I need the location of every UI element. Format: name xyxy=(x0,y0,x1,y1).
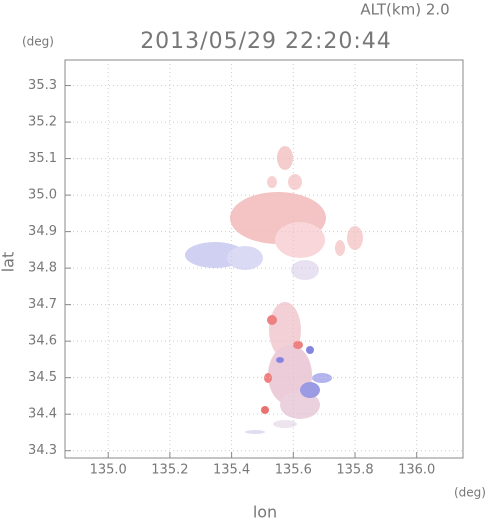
y-tick-label: 34.4 xyxy=(28,407,57,422)
x-axis-label: lon xyxy=(253,503,277,521)
y-tick-label: 35.3 xyxy=(28,78,57,93)
x-tick-label: 135.6 xyxy=(275,463,312,478)
y-tick-label: 34.6 xyxy=(28,334,57,349)
y-tick-label: 35.0 xyxy=(28,188,57,203)
x-tick-label: 136.0 xyxy=(398,463,435,478)
y-unit: (deg) xyxy=(22,35,54,49)
y-tick-label: 34.8 xyxy=(28,261,57,276)
y-axis-label: lat xyxy=(0,252,18,273)
x-tick-label: 135.2 xyxy=(151,463,188,478)
y-tick-label: 35.2 xyxy=(28,115,57,130)
y-tick-label: 34.7 xyxy=(28,297,57,312)
altitude: ALT(km) 2.0 xyxy=(360,1,449,19)
plot-frame xyxy=(64,59,464,459)
x-unit: (deg) xyxy=(454,486,486,500)
x-tick-label: 135.8 xyxy=(336,463,373,478)
radar-echo xyxy=(185,146,363,434)
x-tick-label: 135.4 xyxy=(213,463,250,478)
y-tick-label: 35.1 xyxy=(28,151,57,166)
y-tick-label: 34.9 xyxy=(28,224,57,239)
y-tick-label: 34.3 xyxy=(28,443,57,458)
y-tick-label: 34.5 xyxy=(28,370,57,385)
x-tick-label: 135.0 xyxy=(90,463,127,478)
chart-title: 2013/05/29 22:20:44 xyxy=(140,29,392,54)
